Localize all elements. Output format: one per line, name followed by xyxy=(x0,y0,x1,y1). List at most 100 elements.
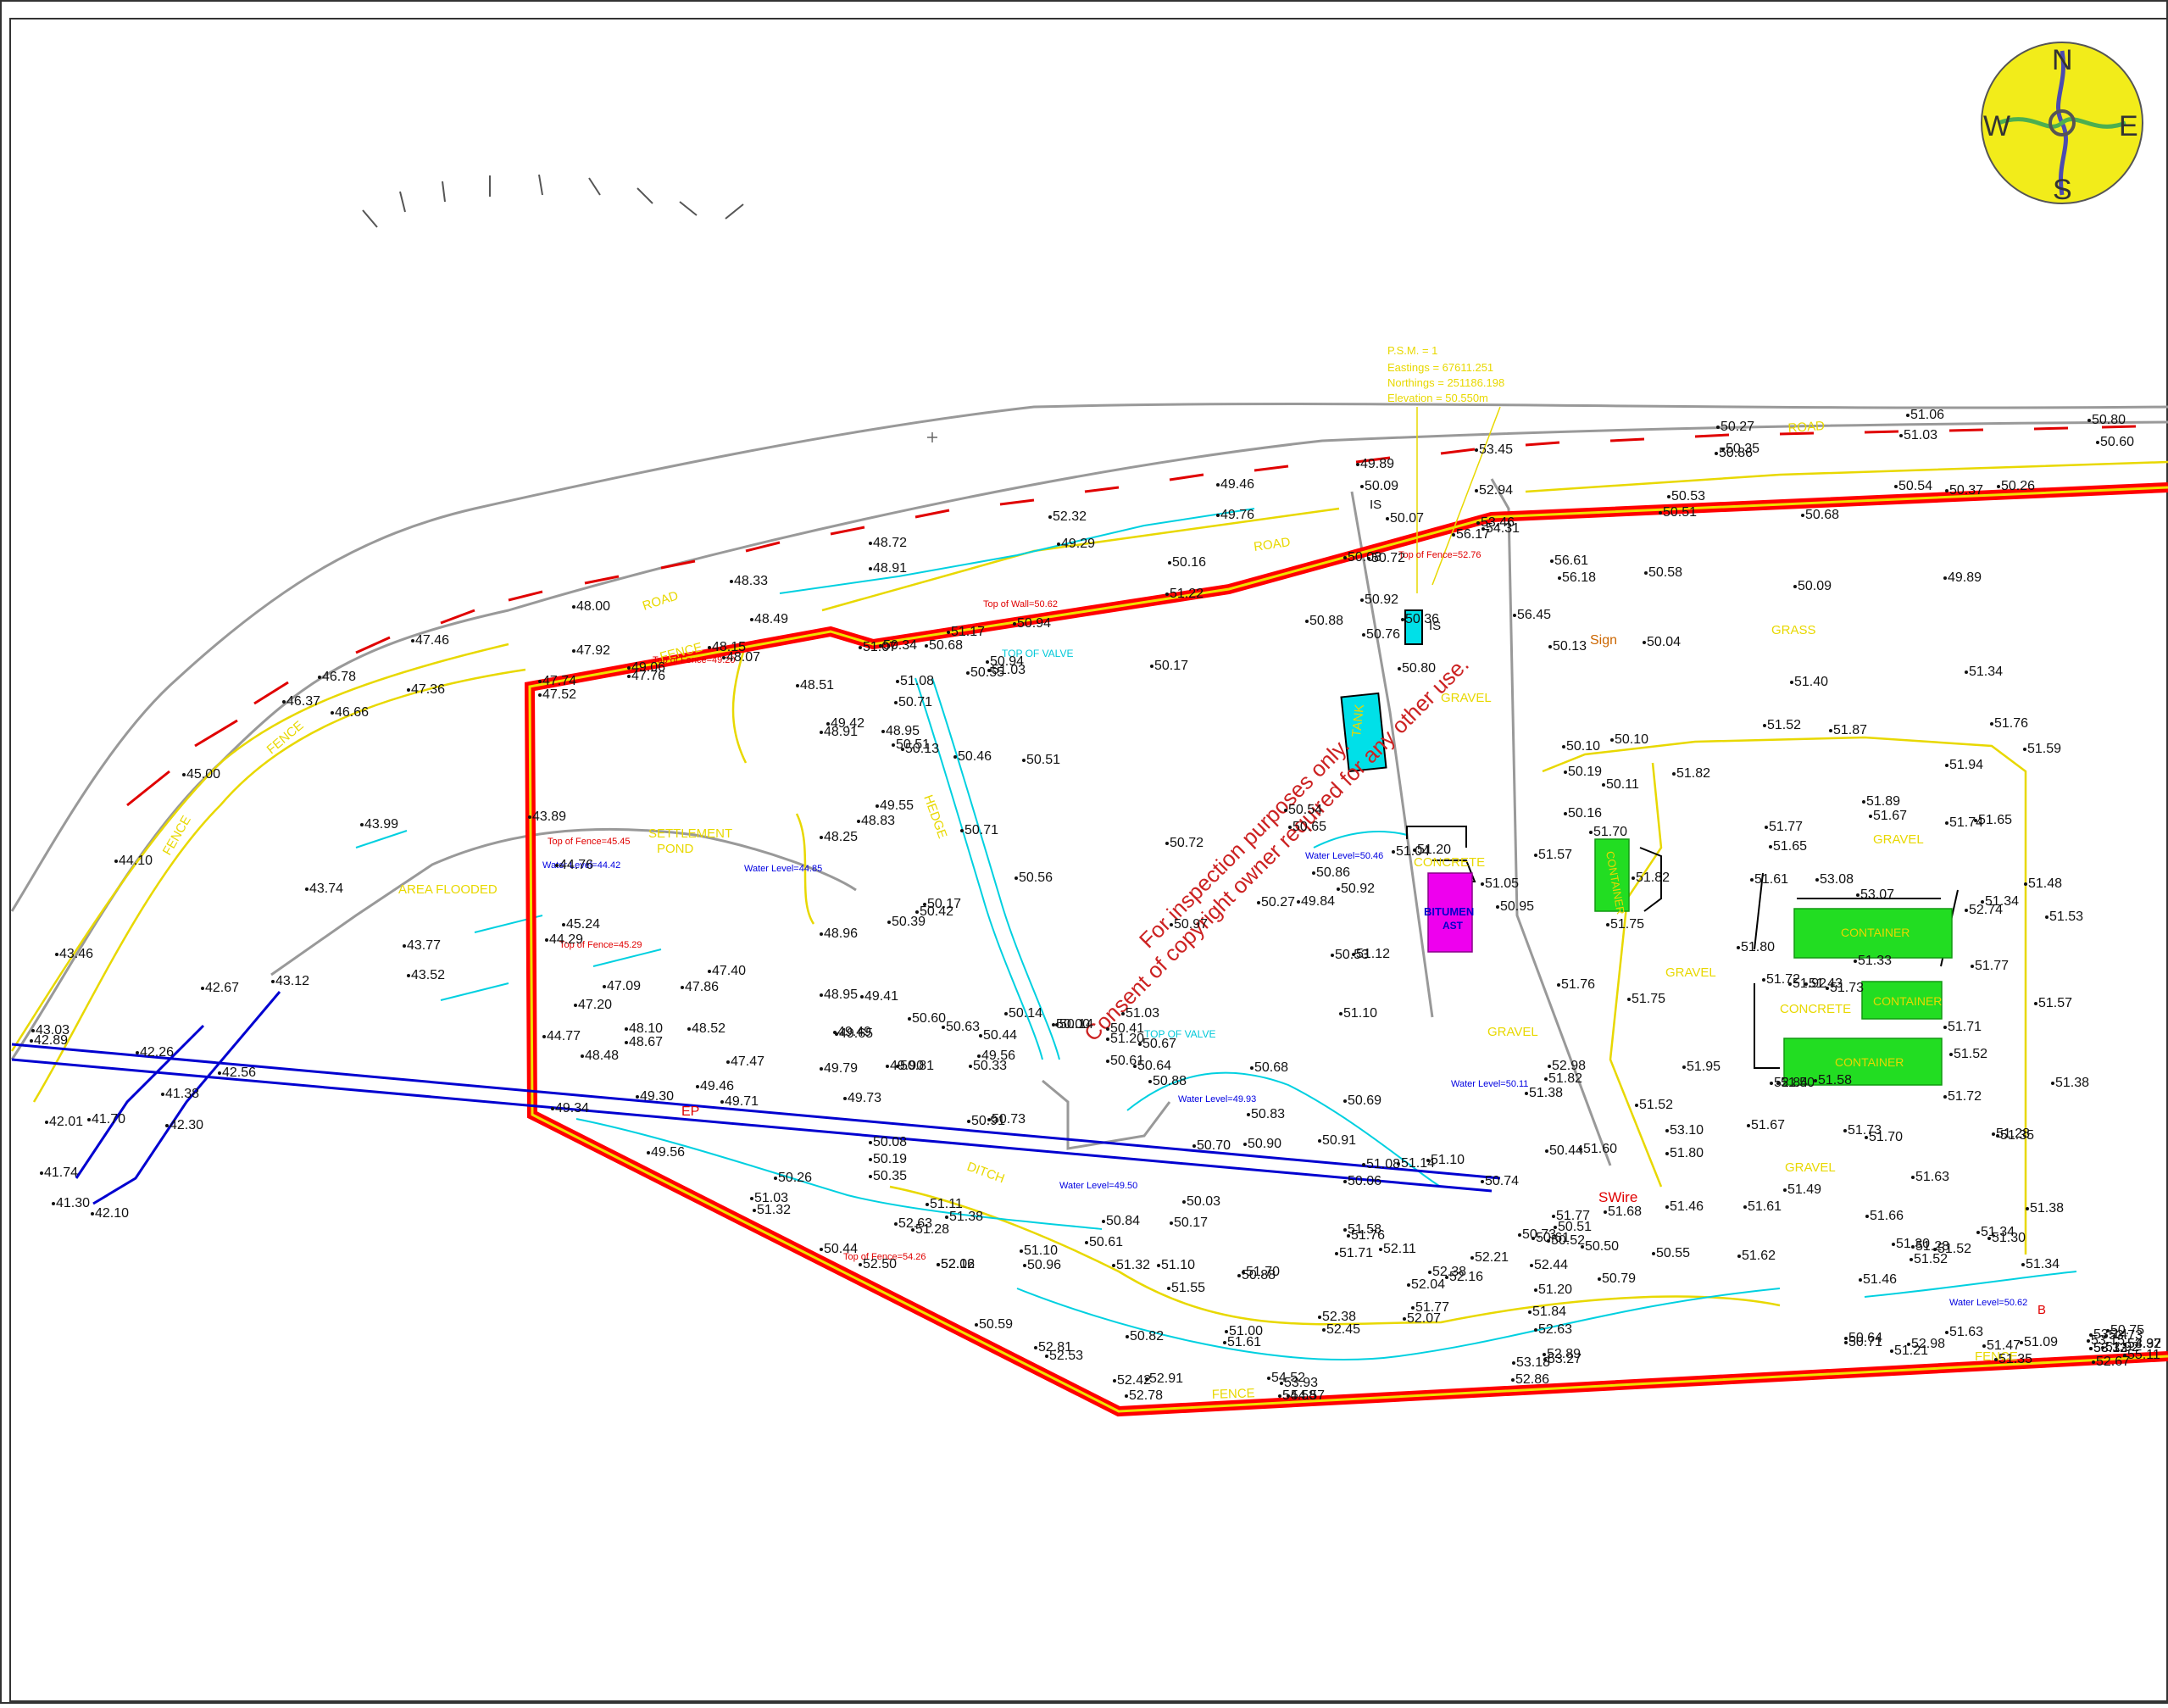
spot-level-marker xyxy=(627,666,631,670)
spot-level-marker xyxy=(161,1093,164,1096)
ditch-3 xyxy=(931,677,1060,1060)
hatch-ticks xyxy=(362,174,744,228)
spot-level: 51.17 xyxy=(951,625,985,639)
spot-level: 51.06 xyxy=(1910,408,1944,422)
spot-level: 53.15 xyxy=(2091,1333,2125,1348)
spot-level-marker xyxy=(1721,448,1725,451)
spot-level-marker xyxy=(753,1209,756,1212)
spot-level-marker xyxy=(1312,871,1315,875)
spot-level: 52.98 xyxy=(1911,1337,1945,1351)
spot-level: 51.11 xyxy=(930,1197,963,1211)
spot-level: 52.38 xyxy=(1432,1265,1466,1279)
spot-level-marker xyxy=(1267,1377,1270,1380)
spot-level-marker xyxy=(1481,527,1485,531)
bitumen-label-2: AST xyxy=(1443,920,1464,932)
spot-level: 48.51 xyxy=(800,678,834,693)
kerb-8 xyxy=(731,643,815,925)
spot-level-marker xyxy=(1360,598,1364,602)
spot-level: 52.07 xyxy=(1407,1311,1441,1326)
spot-level: 47.46 xyxy=(415,633,449,648)
spot-level-marker xyxy=(708,646,711,649)
label-fence-2: FENCE xyxy=(160,813,194,858)
spot-level: 51.34 xyxy=(1985,894,2019,909)
spot-level-marker xyxy=(1814,1079,1817,1082)
spot-level: 52.11 xyxy=(1383,1242,1416,1256)
spot-level: 42.01 xyxy=(49,1115,83,1129)
spot-level-marker xyxy=(2045,915,2048,919)
spot-level: 51.40 xyxy=(1794,675,1828,689)
spot-level: 51.28 xyxy=(1915,1239,1949,1254)
service-line xyxy=(11,991,1501,1205)
spot-level-marker xyxy=(1606,923,1609,926)
spot-level: 50.88 xyxy=(1309,614,1343,628)
spot-level: 52.32 xyxy=(1053,509,1087,524)
spot-level-marker xyxy=(774,1177,777,1180)
spot-level-marker xyxy=(1057,542,1060,546)
spot-level: 51.95 xyxy=(1687,1060,1721,1074)
spot-level: 50.68 xyxy=(929,638,963,653)
tank-shape xyxy=(1340,692,1387,773)
spot-level-marker xyxy=(1237,1274,1241,1277)
spot-level-marker xyxy=(1933,1248,1937,1251)
spot-level-marker xyxy=(1894,485,1898,488)
spot-level-marker xyxy=(820,993,823,997)
spot-level: 52.44 xyxy=(1534,1258,1568,1272)
spot-level-marker xyxy=(879,644,882,648)
spot-level-marker xyxy=(30,1039,33,1043)
spot-level-marker xyxy=(1085,1241,1088,1244)
spot-level-marker xyxy=(1343,1228,1347,1232)
spot-level: 49.79 xyxy=(824,1061,858,1076)
spot-level: 50.26 xyxy=(778,1171,812,1185)
spot-level-marker xyxy=(1148,1080,1152,1083)
compass-w: W xyxy=(1983,110,2010,142)
spot-level-marker xyxy=(1682,1065,1686,1069)
label-top-valve-2: TOP OF VALVE xyxy=(1144,1028,1215,1040)
spot-level-marker xyxy=(1362,633,1365,637)
structure-3 xyxy=(1639,847,1662,912)
spot-level-marker xyxy=(91,1212,94,1216)
annotations: Top of Fence=45.45 Top of Fence=45.29 To… xyxy=(542,550,2027,1308)
spot-level-marker xyxy=(182,773,186,776)
spot-level-marker xyxy=(1548,645,1552,648)
spot-level: 51.35 xyxy=(2000,1128,2034,1143)
spot-level: 52.63 xyxy=(898,1216,932,1231)
spot-level-marker xyxy=(1023,1264,1026,1267)
spot-level-marker xyxy=(1747,1124,1750,1127)
spot-level: 48.95 xyxy=(886,724,920,738)
note-water-5: Water Level=50.46 xyxy=(1305,851,1383,861)
spot-level: 50.68 xyxy=(1254,1060,1288,1075)
spot-level: 50.44 xyxy=(824,1242,858,1256)
spot-level: 51.76 xyxy=(1994,716,2028,731)
kerb-3 xyxy=(821,507,1340,612)
spot-level-marker xyxy=(1899,434,1903,437)
spot-level-marker xyxy=(1965,670,1968,674)
spot-level-marker xyxy=(1826,987,1829,990)
spot-level: 50.64 xyxy=(1137,1059,1171,1073)
spot-level: 51.55 xyxy=(1171,1281,1205,1295)
spot-level-marker xyxy=(625,1027,628,1031)
spot-level-marker xyxy=(1339,1012,1342,1015)
spot-level-marker xyxy=(2026,1207,2029,1210)
spot-level: 43.74 xyxy=(309,882,343,896)
spot-level: 50.91 xyxy=(1322,1133,1356,1148)
spot-level: 50.95 xyxy=(1500,899,1534,914)
spot-level: 51.75 xyxy=(1610,917,1644,932)
spot-level-marker xyxy=(1665,1205,1669,1209)
spot-level-marker xyxy=(1564,771,1567,774)
spot-level-marker xyxy=(218,1071,221,1075)
spot-level-marker xyxy=(942,1026,945,1029)
spot-level: 47.52 xyxy=(542,687,576,702)
spot-level: 51.38 xyxy=(2055,1076,2089,1090)
spot-level-marker xyxy=(896,1065,899,1068)
spot-level: 51.68 xyxy=(1608,1205,1642,1219)
spot-level-marker xyxy=(2104,1334,2108,1338)
spot-level-marker xyxy=(1337,887,1340,891)
spot-level-marker xyxy=(1716,426,1720,429)
spot-level: 51.73 xyxy=(1830,981,1864,995)
spot-level-marker xyxy=(1445,1276,1448,1279)
spot-level-marker xyxy=(1543,1353,1546,1356)
spot-level-marker xyxy=(1534,854,1537,857)
spot-level: 52.91 xyxy=(1149,1371,1183,1386)
north-arrow: N E S W xyxy=(1981,42,2143,206)
spot-level: 51.76 xyxy=(1351,1228,1385,1243)
